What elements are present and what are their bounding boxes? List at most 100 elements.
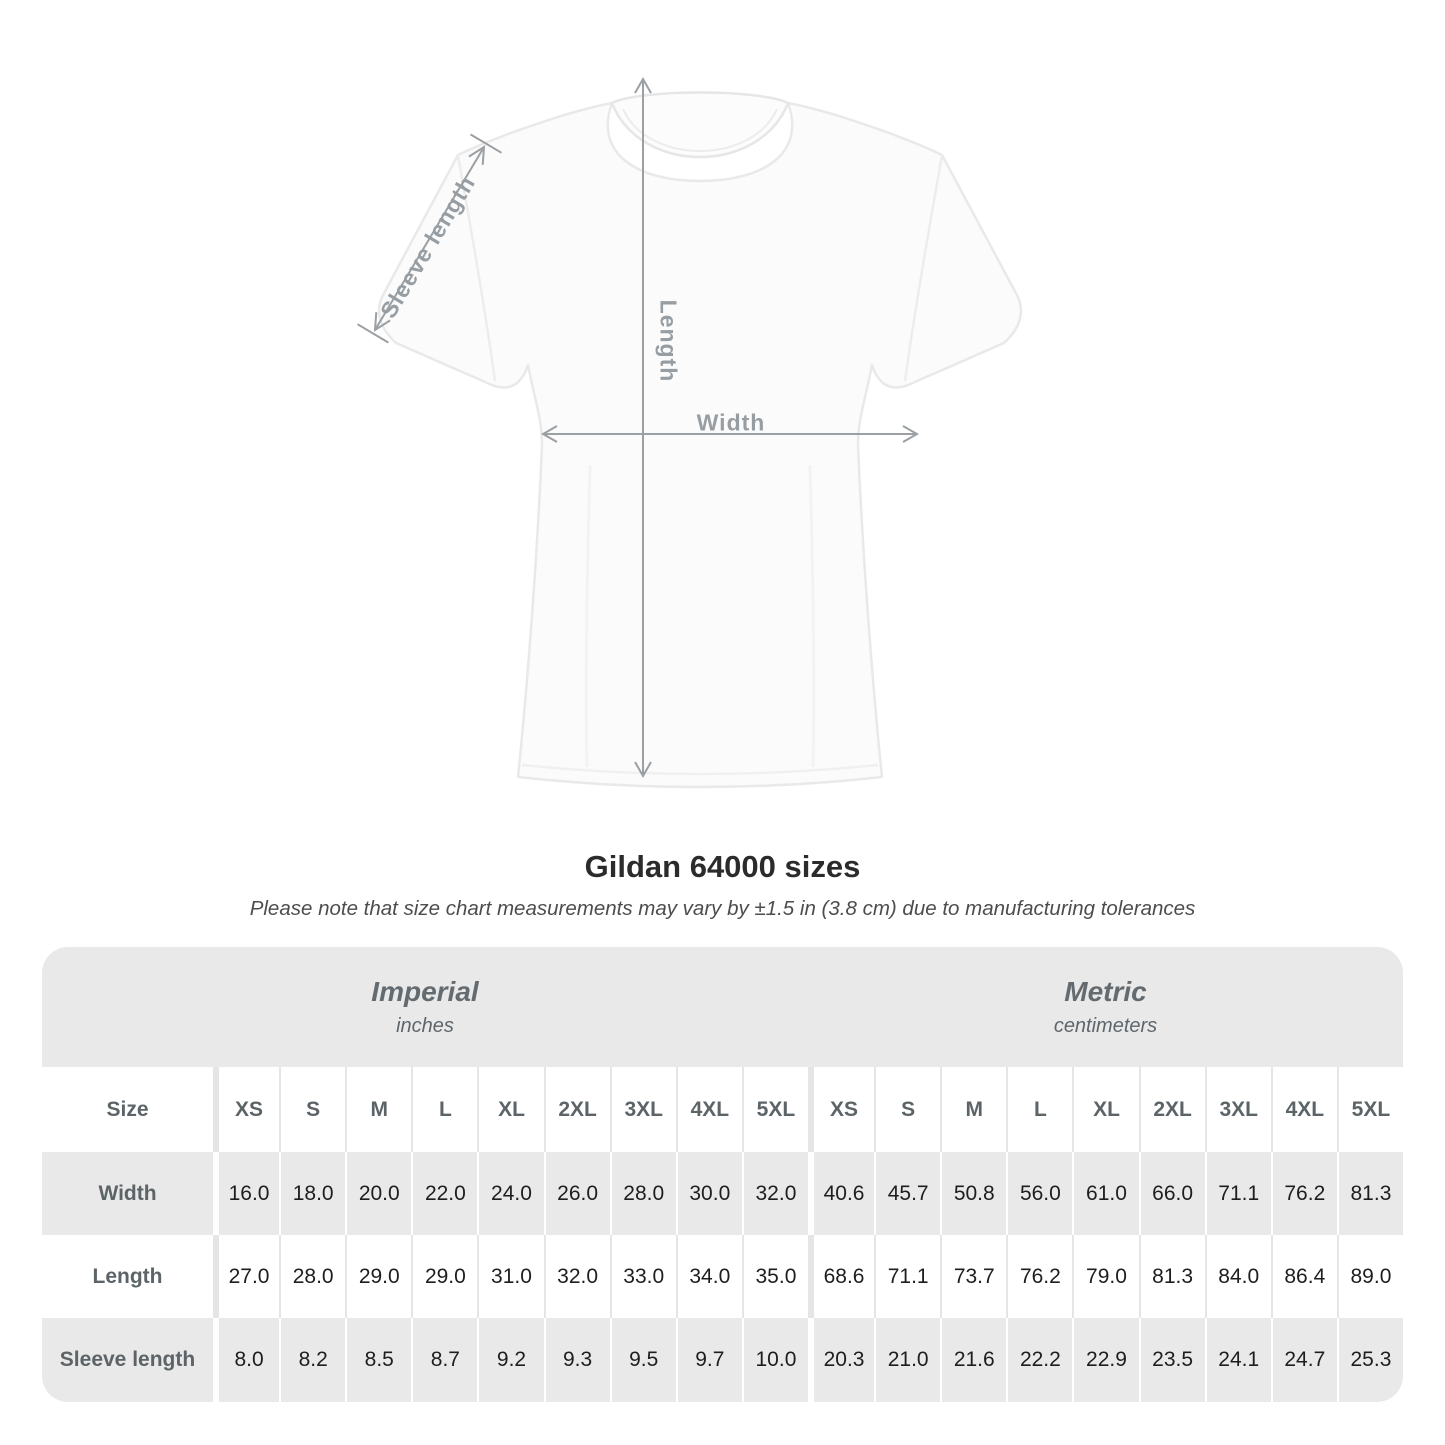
size-header-metric-3xl: 3XL bbox=[1204, 1067, 1271, 1152]
cell-length-metric-4xl: 86.4 bbox=[1270, 1235, 1337, 1318]
left-sleeve-seam bbox=[456, 154, 497, 382]
data-row-sleeve-length: Sleeve length 8.0 8.2 8.5 8.7 9.2 9.3 9.5 9.7 10.… bbox=[42, 1318, 1403, 1402]
cell-sleeve-length-metric-l: 22.2 bbox=[1006, 1318, 1072, 1402]
group-unit-imperial: inches bbox=[396, 1015, 454, 1037]
cell-width-imperial-l: 22.0 bbox=[411, 1152, 477, 1235]
group-imperial: Imperial inches bbox=[42, 947, 808, 1067]
hem-stitch bbox=[521, 763, 879, 776]
tshirt-image bbox=[356, 76, 1023, 789]
group-title-imperial: Imperial bbox=[371, 976, 479, 1007]
table-group-header-row: Imperial inches Metric centimeters bbox=[42, 947, 1403, 1067]
size-header-imperial-xs: XS bbox=[213, 1067, 279, 1152]
cell-width-metric-3xl: 71.1 bbox=[1204, 1152, 1271, 1235]
cell-sleeve-length-imperial-xl: 9.2 bbox=[477, 1318, 543, 1402]
size-header-metric-m: M bbox=[940, 1067, 1006, 1152]
size-header-imperial-5xl: 5XL bbox=[741, 1067, 808, 1152]
cell-length-metric-xl: 79.0 bbox=[1072, 1235, 1138, 1318]
collar-stitch bbox=[622, 108, 778, 152]
cell-sleeve-length-imperial-m: 8.5 bbox=[345, 1318, 411, 1402]
length-label: Length bbox=[655, 299, 682, 383]
row-label-length: Length bbox=[92, 1264, 163, 1288]
cell-sleeve-length-imperial-3xl: 9.5 bbox=[609, 1318, 676, 1402]
cell-length-metric-2xl: 81.3 bbox=[1138, 1235, 1205, 1318]
tshirt-body bbox=[377, 101, 1023, 789]
cell-width-metric-xl: 61.0 bbox=[1072, 1152, 1138, 1235]
cell-width-metric-4xl: 76.2 bbox=[1270, 1152, 1337, 1235]
cell-width-metric-s: 45.7 bbox=[874, 1152, 940, 1235]
size-header-metric-xs: XS bbox=[808, 1067, 874, 1152]
cell-length-metric-s: 71.1 bbox=[874, 1235, 940, 1318]
size-table: Imperial inches Metric centimeters Size XS S M L… bbox=[42, 947, 1403, 1402]
right-sleeve-seam bbox=[903, 154, 944, 382]
cell-sleeve-length-metric-xl: 22.9 bbox=[1072, 1318, 1138, 1402]
cell-length-metric-l: 76.2 bbox=[1006, 1235, 1072, 1318]
cell-sleeve-length-imperial-s: 8.2 bbox=[279, 1318, 345, 1402]
cell-length-imperial-s: 28.0 bbox=[279, 1235, 345, 1318]
cell-width-imperial-5xl: 32.0 bbox=[741, 1152, 808, 1235]
group-title-metric: Metric bbox=[1064, 976, 1147, 1007]
cell-width-imperial-m: 20.0 bbox=[345, 1152, 411, 1235]
size-header-metric-5xl: 5XL bbox=[1336, 1067, 1403, 1152]
row-label-sleeve-length: Sleeve length bbox=[59, 1348, 196, 1371]
cell-width-metric-l: 56.0 bbox=[1006, 1152, 1072, 1235]
collar bbox=[610, 91, 790, 159]
cell-sleeve-length-imperial-xs: 8.0 bbox=[213, 1318, 279, 1402]
size-header-imperial-3xl: 3XL bbox=[609, 1067, 676, 1152]
cell-width-metric-5xl: 81.3 bbox=[1336, 1152, 1403, 1235]
cell-length-imperial-m: 29.0 bbox=[345, 1235, 411, 1318]
cell-width-imperial-2xl: 26.0 bbox=[543, 1152, 610, 1235]
page-title: Gildan 64000 sizes bbox=[584, 849, 861, 884]
size-corner-label: Size bbox=[106, 1097, 149, 1121]
cell-sleeve-length-metric-3xl: 24.1 bbox=[1204, 1318, 1271, 1402]
size-header-imperial-s: S bbox=[279, 1067, 345, 1152]
cell-width-imperial-4xl: 30.0 bbox=[675, 1152, 742, 1235]
cell-length-imperial-xs: 27.0 bbox=[213, 1235, 279, 1318]
size-header-imperial-2xl: 2XL bbox=[543, 1067, 610, 1152]
cell-sleeve-length-metric-5xl: 25.3 bbox=[1336, 1318, 1403, 1402]
cell-width-imperial-xl: 24.0 bbox=[477, 1152, 543, 1235]
page-subtitle: Please note that size chart measurements… bbox=[249, 897, 1196, 920]
cell-length-metric-xs: 68.6 bbox=[808, 1235, 874, 1318]
data-row-length: Length 27.0 28.0 29.0 29.0 31.0 32.0 33.0 34.0 35… bbox=[42, 1235, 1403, 1318]
cell-sleeve-length-imperial-l: 8.7 bbox=[411, 1318, 477, 1402]
cell-sleeve-length-imperial-4xl: 9.7 bbox=[675, 1318, 742, 1402]
length-arrow bbox=[634, 76, 652, 779]
size-header-metric-xl: XL bbox=[1072, 1067, 1138, 1152]
cell-length-imperial-4xl: 34.0 bbox=[675, 1235, 742, 1318]
cell-width-metric-2xl: 66.0 bbox=[1138, 1152, 1205, 1235]
cell-length-metric-m: 73.7 bbox=[940, 1235, 1006, 1318]
cell-sleeve-length-metric-4xl: 24.7 bbox=[1270, 1318, 1337, 1402]
cell-width-imperial-xs: 16.0 bbox=[213, 1152, 279, 1235]
cell-length-imperial-l: 29.0 bbox=[411, 1235, 477, 1318]
size-header-metric-2xl: 2XL bbox=[1138, 1067, 1205, 1152]
cell-length-metric-5xl: 89.0 bbox=[1336, 1235, 1403, 1318]
cell-length-imperial-3xl: 33.0 bbox=[609, 1235, 676, 1318]
cell-length-imperial-5xl: 35.0 bbox=[741, 1235, 808, 1318]
fold-line-left bbox=[584, 464, 592, 768]
tshirt-figure: Sleeve length Length Width bbox=[356, 76, 1023, 789]
size-header-metric-4xl: 4XL bbox=[1270, 1067, 1337, 1152]
cell-length-metric-3xl: 84.0 bbox=[1204, 1235, 1271, 1318]
cell-length-imperial-xl: 31.0 bbox=[477, 1235, 543, 1318]
size-header-imperial-m: M bbox=[345, 1067, 411, 1152]
cell-sleeve-length-imperial-2xl: 9.3 bbox=[543, 1318, 610, 1402]
cell-width-imperial-s: 18.0 bbox=[279, 1152, 345, 1235]
cell-length-imperial-2xl: 32.0 bbox=[543, 1235, 610, 1318]
width-arrow bbox=[540, 425, 920, 443]
cell-width-imperial-3xl: 28.0 bbox=[609, 1152, 676, 1235]
cell-sleeve-length-metric-m: 21.6 bbox=[940, 1318, 1006, 1402]
width-label: Width bbox=[696, 409, 766, 436]
group-metric: Metric centimeters bbox=[808, 947, 1403, 1067]
fold-line-right bbox=[808, 464, 816, 768]
cell-sleeve-length-metric-s: 21.0 bbox=[874, 1318, 940, 1402]
row-label-width: Width bbox=[98, 1181, 157, 1205]
cell-width-metric-m: 50.8 bbox=[940, 1152, 1006, 1235]
cell-width-metric-xs: 40.6 bbox=[808, 1152, 874, 1235]
size-header-metric-l: L bbox=[1006, 1067, 1072, 1152]
data-row-width: Width 16.0 18.0 20.0 22.0 24.0 26.0 28.0 30.0 32.… bbox=[42, 1152, 1403, 1235]
cell-sleeve-length-metric-xs: 20.3 bbox=[808, 1318, 874, 1402]
sleeve-length-arrow bbox=[356, 133, 503, 344]
cell-sleeve-length-imperial-5xl: 10.0 bbox=[741, 1318, 808, 1402]
group-unit-metric: centimeters bbox=[1053, 1015, 1158, 1037]
